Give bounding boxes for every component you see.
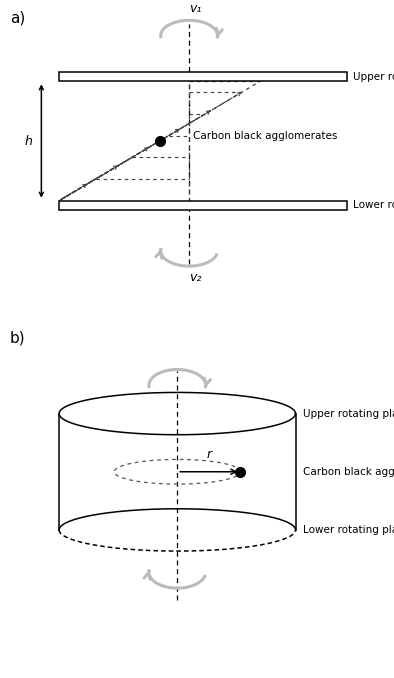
- Text: Lower rotating plate: Lower rotating plate: [303, 525, 394, 535]
- Text: Upper rotating plate: Upper rotating plate: [303, 409, 394, 418]
- Text: h: h: [25, 134, 33, 148]
- Text: Carbon black agglomerates: Carbon black agglomerates: [303, 466, 394, 477]
- Text: r: r: [206, 448, 212, 461]
- Text: a): a): [10, 10, 25, 25]
- Text: Upper rotating plate: Upper rotating plate: [353, 72, 394, 81]
- Text: b): b): [10, 331, 26, 346]
- Text: v₂: v₂: [189, 271, 201, 284]
- Bar: [59, 201, 347, 210]
- Text: Carbon black agglomerates: Carbon black agglomerates: [193, 131, 337, 141]
- Bar: [59, 72, 347, 81]
- Text: v₁: v₁: [189, 2, 201, 15]
- Text: Lower rotating plate: Lower rotating plate: [353, 201, 394, 210]
